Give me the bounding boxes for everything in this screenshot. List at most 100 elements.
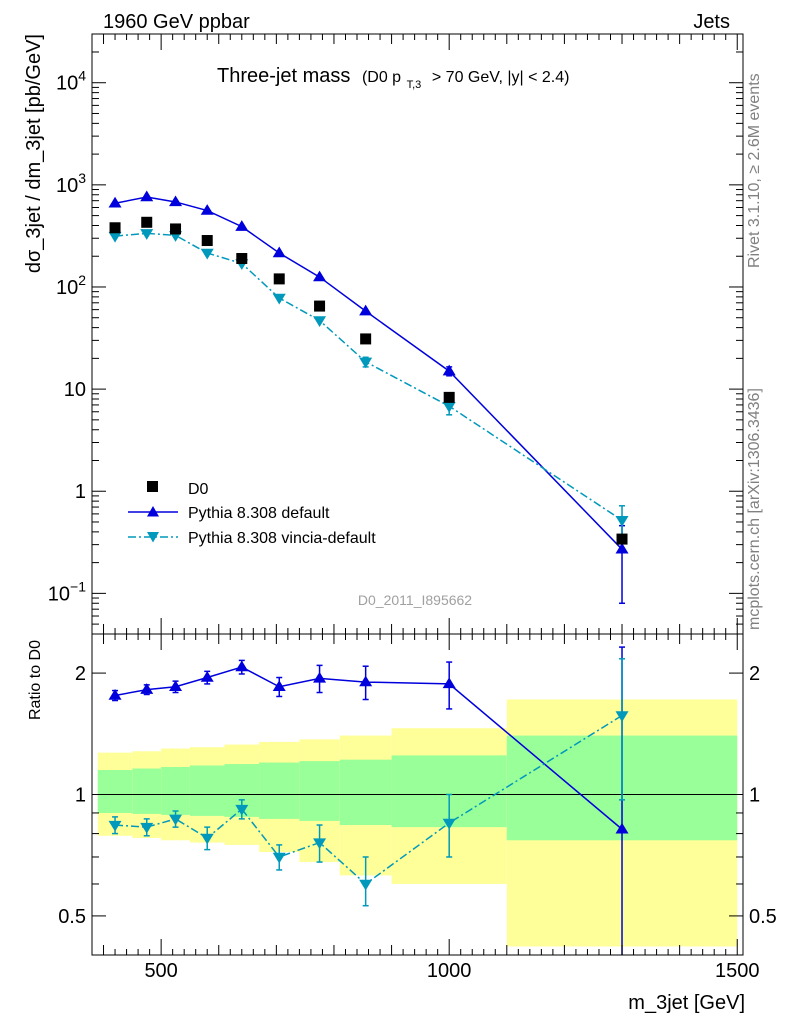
tick-base: 10 (56, 277, 78, 299)
d0-point (170, 223, 182, 235)
d0-point (273, 273, 285, 285)
pythia-vincia-point (272, 293, 286, 305)
ratio-y-tick-label-right: 1 (749, 785, 760, 807)
ratio-band-inner (339, 759, 392, 826)
tick-exponent: −1 (70, 578, 86, 594)
ratio-series-layer (108, 646, 629, 955)
analysis-id: D0_2011_I895662 (358, 592, 472, 608)
plot-title-sub-prefix: (D0 p (362, 69, 401, 86)
pythia-default-point (200, 204, 214, 215)
main-y-tick-label: 104 (56, 68, 86, 95)
ratio-y-tick-label-left: 2 (75, 663, 86, 685)
pythia-default-point (235, 220, 249, 231)
ratio-band-inner (97, 770, 133, 813)
pythia-default-point (140, 190, 154, 202)
ratio-ylabel: Ratio to D0 (27, 640, 44, 720)
ratio-y-tick-label-right: 0.5 (749, 906, 777, 928)
ratio-pythia-vincia-point (272, 852, 286, 864)
ratio-pythia-vincia-point (442, 818, 456, 830)
ratio-pythia-default-point (169, 680, 183, 691)
ratio-band-inner (259, 762, 300, 819)
tick-base: 10 (56, 73, 78, 95)
legend-label-pythia-default: Pythia 8.308 default (188, 505, 330, 522)
main-y-tick-label: 1 (75, 481, 86, 503)
tick-base: 10 (56, 175, 78, 197)
main-series-layer (108, 190, 629, 605)
main-ylabel: dσ_3jet / dm_3jet [pb/GeV] (23, 34, 45, 273)
pythia-vincia-point (313, 316, 327, 327)
legend-marker-d0 (147, 481, 158, 492)
d0-point (616, 533, 628, 545)
d0-point (236, 253, 248, 265)
pythia-vincia-point (140, 229, 154, 240)
main-y-tick-label: 10 (64, 379, 86, 401)
ratio-y-tick-label-right: 2 (749, 663, 760, 685)
d0-point (314, 300, 326, 312)
ratio-pythia-default-line (114, 666, 623, 830)
pythia-default-point (272, 246, 286, 258)
ratio-pythia-vincia-point (615, 711, 629, 722)
d0-point (109, 222, 121, 234)
pythia-vincia-point (200, 248, 214, 260)
d0-point (443, 391, 455, 403)
pythia-default-point (615, 542, 629, 554)
legend-marker-pythia-default (147, 506, 159, 517)
pythia-vincia-point (359, 357, 373, 369)
ratio-y-tick-label-left: 0.5 (58, 906, 86, 928)
ratio-bands (97, 699, 738, 947)
main-y-tick-label: 102 (56, 272, 86, 299)
ratio-x-tick-label: 500 (144, 960, 177, 982)
pythia-vincia-point (615, 516, 629, 527)
main-y-tick-label: 10−1 (48, 578, 86, 605)
main-y-tick-label: 103 (56, 170, 86, 197)
ratio-pythia-vincia-point (140, 822, 154, 834)
d0-point (201, 235, 213, 247)
pythia-default-point (359, 304, 373, 316)
ratio-pythia-vincia-point (235, 804, 249, 816)
d0-point (360, 333, 372, 345)
ratio-y-tick-label-left: 1 (75, 785, 86, 807)
ratio-pythia-default-point (313, 671, 327, 683)
mcplots-side-label: mcplots.cern.ch [arXiv:1306.3436] (746, 388, 763, 630)
pythia-vincia-line (114, 232, 623, 521)
legend-label-pythia-vincia: Pythia 8.308 vincia-default (188, 530, 376, 547)
pythia-vincia-point (108, 231, 122, 243)
ratio-band-inner (189, 765, 225, 816)
plot-title-main: Three-jet mass (217, 65, 350, 87)
pythia-default-point (313, 270, 327, 282)
pythia-vincia-point (442, 401, 456, 413)
ratio-pythia-default-point (140, 683, 154, 694)
legend-marker-pythia-vincia (147, 532, 159, 543)
pythia-default-point (108, 196, 122, 208)
ratio-pythia-vincia-point (108, 820, 122, 832)
tick-exponent: 4 (78, 68, 86, 84)
ratio-pythia-default-point (272, 680, 286, 691)
pythia-default-point (169, 195, 183, 207)
ratio-xlabel: m_3jet [GeV] (628, 992, 745, 1014)
header-left: 1960 GeV ppbar (103, 11, 250, 33)
legend: D0 Pythia 8.308 default Pythia 8.308 vin… (128, 481, 376, 547)
ratio-x-tick-label: 1000 (427, 960, 472, 982)
ratio-pythia-default-point (235, 660, 249, 672)
d0-point (141, 216, 153, 228)
legend-label-d0: D0 (188, 481, 209, 498)
pythia-default-line (114, 196, 623, 550)
tick-exponent: 3 (78, 170, 86, 186)
ratio-pythia-default-point (442, 677, 456, 689)
plot-title: Three-jet mass (D0 p T,3 > 70 GeV, |y| <… (217, 65, 569, 93)
tick-exponent: 2 (78, 272, 86, 288)
ratio-x-tick-label: 1500 (715, 960, 760, 982)
plot-title-sub-subscript: T,3 (407, 79, 422, 91)
header-right: Jets (693, 11, 730, 33)
ratio-band-inner (132, 768, 162, 814)
pythia-default-point (442, 364, 456, 376)
ratio-pythia-default-point (615, 822, 629, 834)
ratio-pythia-vincia-point (169, 814, 183, 826)
ratio-pythia-default-point (359, 675, 373, 687)
ratio-band-inner (161, 766, 190, 815)
rivet-side-label: Rivet 3.1.10, ≥ 2.6M events (746, 73, 763, 268)
tick-base: 10 (48, 583, 70, 605)
ratio-pythia-vincia-point (359, 879, 373, 891)
ratio-pythia-vincia-point (313, 838, 327, 850)
